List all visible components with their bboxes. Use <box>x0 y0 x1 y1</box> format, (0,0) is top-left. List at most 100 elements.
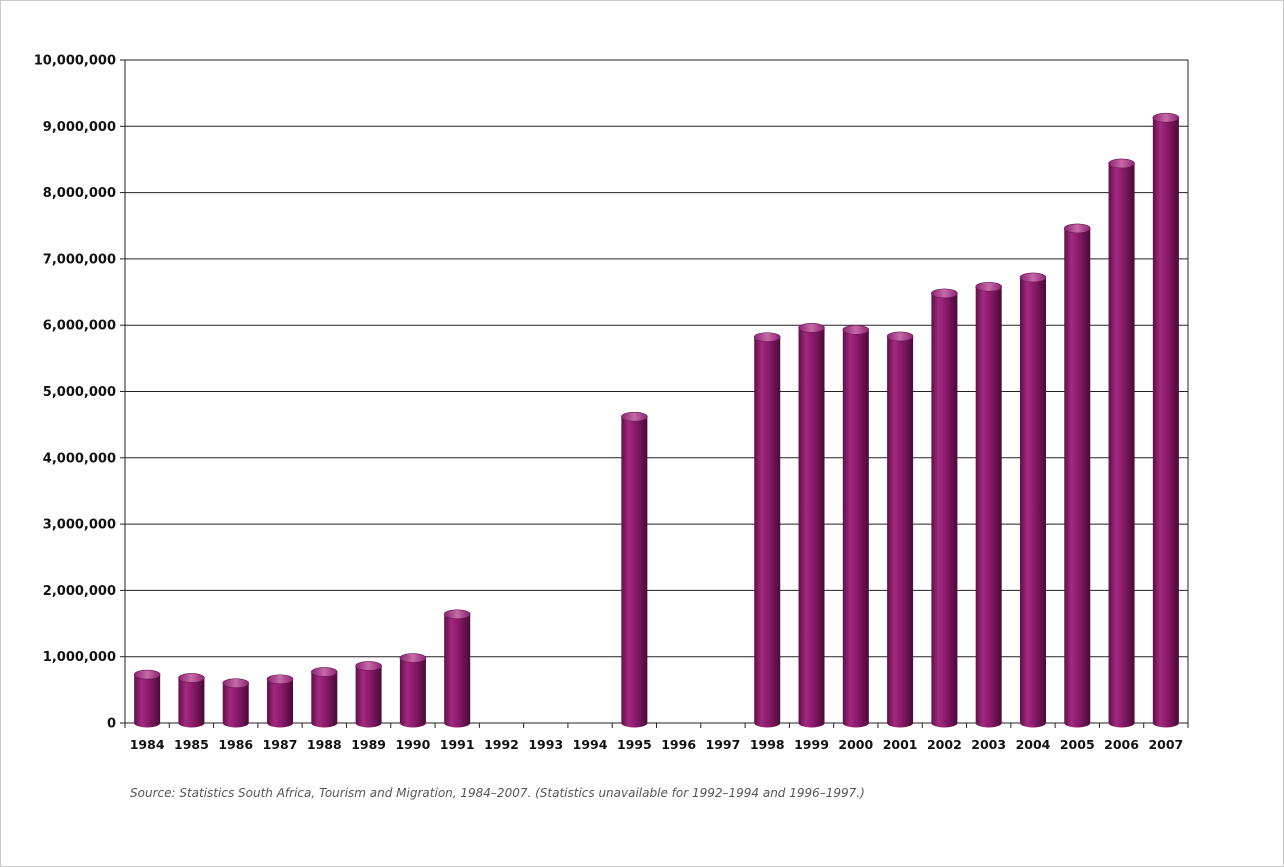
bar-2007 <box>1152 112 1180 728</box>
bar-2004 <box>1019 272 1047 728</box>
bar-body <box>1152 117 1179 728</box>
y-tick-label: 4,000,000 <box>43 451 116 466</box>
bar-cap <box>178 673 205 683</box>
bar-1987 <box>266 674 294 728</box>
x-tick-label: 1993 <box>528 737 563 752</box>
y-tick-label: 5,000,000 <box>43 385 116 400</box>
x-tick-label: 2000 <box>838 737 873 752</box>
y-tick-label: 7,000,000 <box>43 252 116 267</box>
bar-cap <box>798 323 825 333</box>
x-tick-label: 2002 <box>927 737 962 752</box>
y-tick-label: 8,000,000 <box>43 186 116 201</box>
bar-1985 <box>178 673 205 728</box>
x-tick-label: 1988 <box>307 737 342 752</box>
gridlines <box>125 59 1188 658</box>
bar-1984 <box>133 669 161 728</box>
x-tick-label: 2006 <box>1104 737 1139 752</box>
bar-body <box>842 329 869 728</box>
x-tick-label: 2004 <box>1016 737 1051 752</box>
x-tick-label: 1994 <box>573 737 608 752</box>
bar-2001 <box>886 331 914 728</box>
bar-body <box>887 336 914 728</box>
bar-1986 <box>222 678 250 728</box>
bar-body <box>621 416 648 728</box>
y-tick-label: 6,000,000 <box>43 319 116 334</box>
bar-body <box>931 293 958 728</box>
bar-body <box>1064 228 1091 728</box>
x-tick-label: 2001 <box>883 737 918 752</box>
x-tick-label: 2007 <box>1148 737 1183 752</box>
x-tick-label: 1990 <box>395 737 430 752</box>
bar-cap <box>222 678 250 689</box>
bar-cap <box>753 332 781 342</box>
bar-body <box>1019 277 1046 728</box>
bar-cap <box>886 331 914 342</box>
bar-2003 <box>975 281 1002 728</box>
bar-2005 <box>1063 223 1091 728</box>
bar-cap <box>1108 158 1135 169</box>
x-tick-label: 1998 <box>750 737 785 752</box>
bar-cap <box>842 325 870 335</box>
y-axis-tick-labels: 0 1,000,000 2,000,000 3,000,000 4,000,000 5,0… <box>34 54 116 732</box>
bar-body <box>355 665 382 728</box>
bar-1991 <box>443 609 471 728</box>
bar-1999 <box>798 323 825 728</box>
y-tick-label: 1,000,000 <box>43 650 116 665</box>
bar-body <box>444 614 471 728</box>
bar-body <box>222 683 249 728</box>
bar-2006 <box>1108 158 1135 728</box>
x-tick-label: 1999 <box>794 737 829 752</box>
bar-cap <box>975 281 1002 292</box>
x-tick-label: 1996 <box>661 737 696 752</box>
x-tick-label: 1989 <box>351 737 386 752</box>
bar-cap <box>931 288 958 299</box>
x-tick-label: 1992 <box>484 737 519 752</box>
bar-body <box>975 286 1002 728</box>
x-tick-label: 1991 <box>440 737 475 752</box>
y-tick-label: 9,000,000 <box>43 120 116 135</box>
x-axis-tick-labels: 1984 1985 1986 1987 1988 1989 1990 1991 1992 1993… <box>130 737 1184 752</box>
bar-2002 <box>931 288 958 728</box>
bar-2000 <box>842 325 870 728</box>
bar-1995 <box>621 411 648 728</box>
source-note: Source: Statistics South Africa, Tourism… <box>130 786 865 800</box>
bar-cap <box>399 653 427 663</box>
bar-cap <box>1152 112 1180 123</box>
bar-cap <box>311 667 338 677</box>
bar-cap <box>1063 223 1091 234</box>
y-tick-label: 10,000,000 <box>34 54 116 69</box>
x-tick-label: 1987 <box>263 737 298 752</box>
x-tick-label: 1986 <box>218 737 253 752</box>
bar-cap <box>133 669 161 680</box>
x-tick-label: 2005 <box>1060 737 1095 752</box>
bar-body <box>267 679 294 728</box>
bar-body <box>311 671 338 728</box>
bar-cap <box>443 609 471 620</box>
y-tick-label: 0 <box>107 717 116 732</box>
bar-body <box>798 327 825 728</box>
x-tick-label: 1995 <box>617 737 652 752</box>
y-tick-label: 2,000,000 <box>43 584 116 599</box>
bars <box>133 112 1180 728</box>
axes <box>120 59 1189 728</box>
bar-body <box>134 674 161 728</box>
bar-body <box>1108 163 1135 728</box>
bar-1988 <box>311 667 338 728</box>
bar-cap <box>621 411 648 422</box>
y-tick-label: 3,000,000 <box>43 518 116 533</box>
x-tick-label: 1984 <box>130 737 165 752</box>
bar-cap <box>1019 272 1047 283</box>
bar-1998 <box>753 332 781 728</box>
bar-body <box>399 658 426 728</box>
bar-cap <box>355 661 382 671</box>
bar-body <box>178 677 205 728</box>
bar-1989 <box>355 661 382 728</box>
x-tick-label: 2003 <box>971 737 1006 752</box>
bar-1990 <box>399 653 427 728</box>
x-tick-label: 1997 <box>706 737 741 752</box>
bar-cap <box>266 674 294 685</box>
bar-body <box>754 337 781 728</box>
x-tick-label: 1985 <box>174 737 209 752</box>
